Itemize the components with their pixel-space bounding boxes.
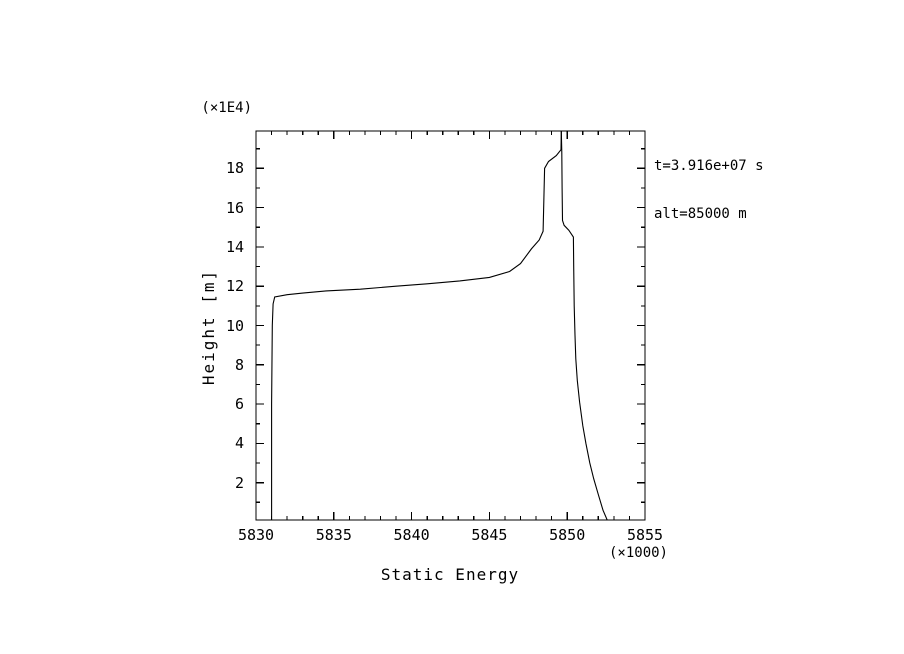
y-tick-label: 14 <box>225 237 244 256</box>
y-tick-label: 12 <box>225 277 244 296</box>
y-tick-label: 2 <box>234 473 244 492</box>
annotation-time: t=3.916e+07 s <box>654 158 764 174</box>
y-tick-label: 10 <box>225 316 244 335</box>
plot-frame <box>255 130 646 521</box>
x-tick-label: 5840 <box>393 526 430 544</box>
x-axis-title: Static Energy <box>380 565 520 584</box>
x-tick-label: 5835 <box>315 526 352 544</box>
x-tick-label: 5850 <box>549 526 586 544</box>
y-tick-label: 18 <box>225 159 244 178</box>
x-tick-label: 5855 <box>626 526 664 544</box>
series-right-profile <box>560 130 608 521</box>
annotation-altitude: alt=85000 m <box>654 206 747 222</box>
x-tick-label: 5830 <box>237 526 275 544</box>
y-axis-unit-label: (×1E4) <box>201 100 252 116</box>
x-tick-label: 5845 <box>471 526 508 544</box>
series-left-profile <box>271 130 562 520</box>
y-tick-label: 16 <box>225 198 244 217</box>
x-axis-unit-label: (×1000) <box>608 545 668 561</box>
axis-ticks <box>256 131 645 520</box>
y-tick-label: 4 <box>234 434 244 453</box>
y-tick-label: 6 <box>234 395 244 414</box>
y-tick-label: 8 <box>234 355 244 374</box>
annotation-block: t=3.916e+07 s alt=85000 m <box>654 126 764 254</box>
